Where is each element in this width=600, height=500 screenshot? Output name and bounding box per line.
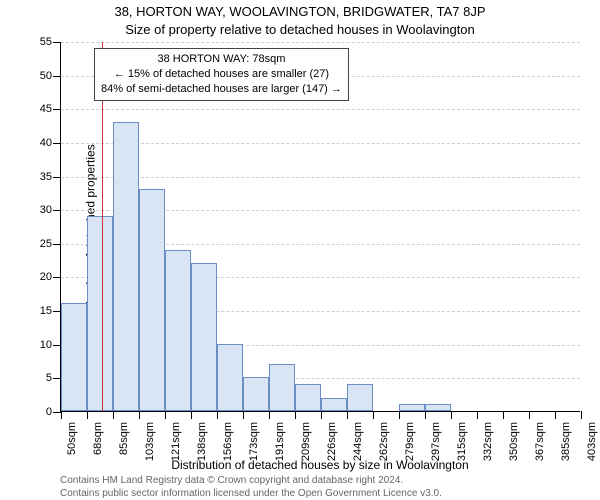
x-tick-label: 191sqm — [274, 422, 286, 466]
x-tick-label: 385sqm — [560, 422, 572, 466]
y-tick — [53, 345, 61, 346]
y-tick-label: 40 — [22, 137, 52, 149]
histogram-bar — [191, 263, 217, 411]
x-tick — [87, 411, 88, 419]
x-tick-label: 103sqm — [144, 422, 156, 466]
x-tick-label: 279sqm — [404, 422, 416, 466]
x-tick — [425, 411, 426, 419]
x-tick-label: 50sqm — [66, 422, 78, 466]
y-tick — [53, 76, 61, 77]
x-tick — [451, 411, 452, 419]
x-tick-label: 262sqm — [378, 422, 390, 466]
x-axis-label: Distribution of detached houses by size … — [60, 458, 580, 472]
annotation-box: 38 HORTON WAY: 78sqm← 15% of detached ho… — [94, 48, 349, 101]
x-tick — [529, 411, 530, 419]
y-tick — [53, 143, 61, 144]
y-tick-label: 5 — [22, 372, 52, 384]
y-tick-label: 10 — [22, 339, 52, 351]
x-tick — [165, 411, 166, 419]
y-tick-label: 0 — [22, 406, 52, 418]
x-tick — [555, 411, 556, 419]
x-tick-label: 156sqm — [222, 422, 234, 466]
histogram-bar — [139, 189, 165, 411]
histogram-bar — [243, 377, 269, 411]
y-tick — [53, 210, 61, 211]
footer-line-2: Contains public sector information licen… — [60, 487, 580, 500]
x-tick-label: 68sqm — [92, 422, 104, 466]
chart-title-sub: Size of property relative to detached ho… — [0, 22, 600, 37]
x-tick — [243, 411, 244, 419]
y-tick-label: 25 — [22, 238, 52, 250]
x-tick-label: 121sqm — [170, 422, 182, 466]
x-tick — [347, 411, 348, 419]
y-tick — [53, 109, 61, 110]
histogram-bar — [87, 216, 113, 411]
y-tick-label: 55 — [22, 36, 52, 48]
x-tick — [61, 411, 62, 419]
y-tick-label: 20 — [22, 271, 52, 283]
y-tick-label: 45 — [22, 103, 52, 115]
x-tick — [139, 411, 140, 419]
histogram-bar — [165, 250, 191, 411]
footer-note: Contains HM Land Registry data © Crown c… — [60, 474, 580, 500]
x-tick — [399, 411, 400, 419]
x-tick — [321, 411, 322, 419]
y-tick-label: 35 — [22, 171, 52, 183]
y-tick — [53, 378, 61, 379]
chart-container: 38, HORTON WAY, WOOLAVINGTON, BRIDGWATER… — [0, 0, 600, 500]
gridline — [61, 42, 580, 43]
x-tick — [503, 411, 504, 419]
y-tick — [53, 244, 61, 245]
y-tick — [53, 177, 61, 178]
x-tick — [477, 411, 478, 419]
gridline — [61, 109, 580, 110]
x-tick — [269, 411, 270, 419]
y-tick — [53, 311, 61, 312]
histogram-bar — [295, 384, 321, 411]
x-tick-label: 244sqm — [352, 422, 364, 466]
x-tick-label: 350sqm — [508, 422, 520, 466]
annotation-line: 38 HORTON WAY: 78sqm — [101, 52, 342, 67]
x-tick — [217, 411, 218, 419]
x-tick-label: 173sqm — [248, 422, 260, 466]
x-tick-label: 297sqm — [430, 422, 442, 466]
x-tick — [373, 411, 374, 419]
x-tick — [295, 411, 296, 419]
histogram-bar — [347, 384, 373, 411]
annotation-line: 84% of semi-detached houses are larger (… — [101, 82, 342, 97]
y-tick — [53, 412, 61, 413]
y-tick-label: 50 — [22, 70, 52, 82]
histogram-bar — [61, 303, 87, 411]
x-tick-label: 367sqm — [534, 422, 546, 466]
histogram-bar — [269, 364, 295, 411]
x-tick-label: 315sqm — [456, 422, 468, 466]
x-tick-label: 85sqm — [118, 422, 130, 466]
y-tick-label: 30 — [22, 204, 52, 216]
x-tick-label: 209sqm — [300, 422, 312, 466]
histogram-bar — [113, 122, 139, 411]
x-tick-label: 403sqm — [586, 422, 598, 466]
histogram-bar — [425, 404, 451, 411]
x-tick — [581, 411, 582, 419]
y-tick — [53, 42, 61, 43]
y-tick-label: 15 — [22, 305, 52, 317]
histogram-bar — [321, 398, 347, 411]
x-tick — [191, 411, 192, 419]
x-tick — [113, 411, 114, 419]
y-tick — [53, 277, 61, 278]
x-tick-label: 332sqm — [482, 422, 494, 466]
histogram-bar — [217, 344, 243, 411]
chart-title-main: 38, HORTON WAY, WOOLAVINGTON, BRIDGWATER… — [0, 4, 600, 19]
x-tick-label: 138sqm — [196, 422, 208, 466]
histogram-bar — [399, 404, 425, 411]
footer-line-1: Contains HM Land Registry data © Crown c… — [60, 474, 580, 487]
annotation-line: ← 15% of detached houses are smaller (27… — [101, 67, 342, 82]
x-tick-label: 226sqm — [326, 422, 338, 466]
